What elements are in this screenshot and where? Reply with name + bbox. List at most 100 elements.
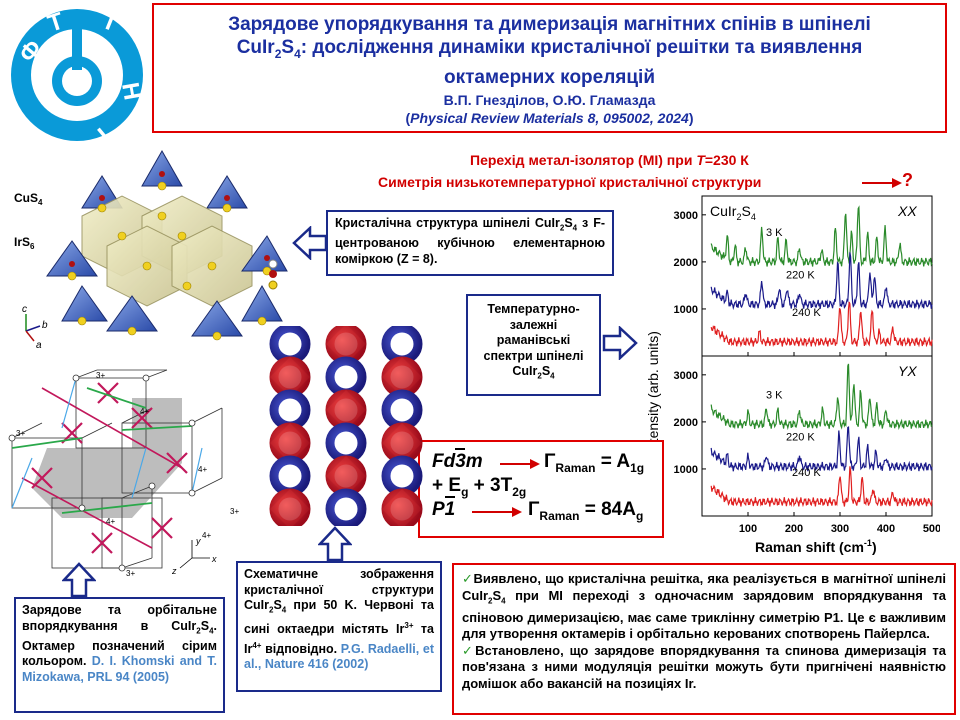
ref-radaelli: P.G. Radaelli, et al., Nature 416 (2002) bbox=[244, 641, 434, 672]
formula-arrow-1-icon bbox=[500, 459, 540, 469]
octahedra-structure-image bbox=[269, 326, 423, 526]
formula-line-1: Fd3m ΓRaman = A1g bbox=[432, 448, 654, 475]
lattice-label-1: 3+ bbox=[96, 371, 105, 380]
lattice-label-7: 3+ bbox=[126, 569, 135, 578]
arrow-up-octa-icon bbox=[318, 526, 352, 562]
ir4-octahedron-ring bbox=[269, 389, 311, 431]
lattice-axis-z: z bbox=[171, 566, 177, 576]
lattice-label-6: 3+ bbox=[16, 429, 25, 438]
space-group-p1: P1 bbox=[432, 499, 456, 520]
axis-c-label: c bbox=[22, 304, 27, 315]
lattice-axis-y: y bbox=[195, 536, 201, 546]
ir3-octahedron bbox=[270, 489, 310, 526]
label-irs6: IrS6 bbox=[14, 235, 35, 251]
series-label: 240 K bbox=[792, 307, 821, 319]
panel-top-compound-label: CuIr2S4 bbox=[710, 203, 756, 222]
label-cus4: CuS4 bbox=[14, 191, 43, 207]
x-tick-label: 400 bbox=[877, 523, 895, 535]
ir3-octahedron bbox=[326, 326, 366, 364]
series-label: 220 K bbox=[786, 432, 815, 444]
conclusions-box: ✓Виявлено, що кристалічна решітка, яка р… bbox=[452, 563, 956, 715]
title-line-3: октамерних кореляцій bbox=[443, 66, 656, 88]
ir3-octahedron bbox=[270, 357, 310, 397]
orbital-order-lattice: 3+ 4+ 4+ 3+ 4+ 3+ 3+ 4+ y x z bbox=[8, 369, 239, 578]
ir4-octahedron-ring bbox=[325, 422, 367, 464]
atom-legend-icon bbox=[268, 259, 278, 290]
formula-arrow-2-icon bbox=[472, 507, 522, 517]
series-line-220k bbox=[710, 252, 933, 311]
series-label: 220 K bbox=[786, 269, 815, 281]
title-line-2: CuIr2S4: дослідження динаміки кристалічн… bbox=[236, 37, 863, 61]
axis-b-label: b bbox=[42, 320, 48, 331]
check-icon: ✓ bbox=[462, 571, 474, 586]
lattice-label-2: 4+ bbox=[140, 407, 149, 416]
ir3-octahedron bbox=[326, 456, 366, 496]
formula-line-3: P1 ΓRaman = 84Ag bbox=[432, 496, 654, 523]
y-tick-label: 3000 bbox=[674, 210, 698, 222]
raman-spectra-chart: 100 200 300 400 500 1000 2000 3000 3 K 220 K 240 K… bbox=[645, 195, 940, 555]
title-box: Зарядове упорядкування та димеризація ма… bbox=[152, 3, 947, 133]
conclusion-2: ✓Встановлено, що зарядове впорядкування … bbox=[462, 642, 946, 691]
lattice-axis-x: x bbox=[211, 554, 217, 564]
ir4-octahedron-ring bbox=[381, 389, 423, 431]
ref-khomski: D. I. Khomski and T. Mizokawa, PRL 94 (2… bbox=[22, 654, 217, 684]
space-group-fd3m: Fd3m bbox=[432, 451, 483, 472]
symmetry-arrow-icon bbox=[862, 178, 902, 188]
authors: В.П. Гнезділов, О.Ю. Гламазда bbox=[443, 91, 656, 108]
panel-top-polarization: XX bbox=[897, 203, 917, 219]
ir3-octahedron bbox=[382, 357, 422, 397]
symmetry-formula-box: Fd3m ΓRaman = A1g + Eg + 3T2g P1 ΓRaman … bbox=[418, 440, 664, 538]
mi-transition-heading: Перехід метал-ізолятор (MI) при T=230 К bbox=[470, 152, 749, 168]
series-line-220k bbox=[710, 426, 933, 473]
question-mark: ? bbox=[902, 170, 913, 190]
chart-panel-bottom bbox=[701, 355, 933, 517]
x-tick-label: 100 bbox=[739, 523, 757, 535]
overbar-1 bbox=[445, 496, 455, 498]
journal-ref: (Physical Review Materials 8, 095002, 20… bbox=[405, 109, 694, 126]
lattice-label-5: 4+ bbox=[106, 517, 115, 526]
ir3-octahedron bbox=[382, 489, 422, 526]
chart-y-label: Intensity (arb. units) bbox=[645, 331, 661, 454]
series-line-3k bbox=[710, 205, 933, 267]
formula-line-2: + Eg + 3T2g bbox=[432, 475, 527, 499]
axis-a-label: a bbox=[36, 340, 42, 351]
series-label: 3 K bbox=[766, 389, 783, 401]
lattice-label-8: 4+ bbox=[202, 531, 211, 540]
ir3-octahedron bbox=[382, 423, 422, 463]
raman-gamma-1: ΓRaman = A1g bbox=[544, 451, 645, 475]
y-tick-label: 1000 bbox=[674, 304, 698, 316]
caption-crystal-structure: Кристалічна структура шпінелі CuIr2S4 з … bbox=[326, 210, 614, 276]
chart-panel-top bbox=[701, 195, 933, 357]
series-label: 240 K bbox=[792, 467, 821, 479]
arrow-right-icon bbox=[602, 326, 638, 360]
ir3-octahedron bbox=[326, 390, 366, 430]
logo-letter-4: Н bbox=[116, 80, 146, 102]
ir4-octahedron-ring bbox=[269, 455, 311, 497]
check-icon: ✓ bbox=[462, 642, 476, 658]
ir4-octahedron-ring bbox=[325, 488, 367, 526]
y-tick-label: 2000 bbox=[674, 257, 698, 269]
title-line-1: Зарядове упорядкування та димеризація ма… bbox=[228, 14, 871, 35]
arrow-left-icon bbox=[292, 226, 328, 260]
y-tick-label: 2000 bbox=[674, 417, 698, 429]
caption-octahedra: Схематичне зображення кристалічної струк… bbox=[236, 561, 442, 692]
lattice-label-3: 4+ bbox=[198, 465, 207, 474]
arrow-up-orbital-icon bbox=[62, 562, 96, 598]
series-line-240k bbox=[710, 301, 933, 348]
ir3-octahedron bbox=[270, 423, 310, 463]
ir4-octahedron-ring bbox=[325, 356, 367, 398]
symmetry-heading: Симетрія низькотемпературної кристалічно… bbox=[378, 174, 762, 190]
caption-orbital-order: Зарядове та орбітальне впорядкування в C… bbox=[14, 597, 225, 713]
x-tick-label: 300 bbox=[831, 523, 849, 535]
x-tick-label: 200 bbox=[785, 523, 803, 535]
overbar-3 bbox=[455, 448, 465, 450]
series-line-240k bbox=[710, 466, 933, 508]
lattice-label-4: 3+ bbox=[230, 507, 239, 516]
conclusion-1: ✓Виявлено, що кристалічна решітка, яка р… bbox=[462, 571, 946, 642]
y-tick-label: 1000 bbox=[674, 464, 698, 476]
ir4-octahedron-ring bbox=[269, 326, 311, 365]
panel-bottom-polarization: YX bbox=[898, 363, 917, 379]
series-label: 3 K bbox=[766, 227, 783, 239]
y-tick-label: 3000 bbox=[674, 370, 698, 382]
ir4-octahedron-ring bbox=[381, 326, 423, 365]
